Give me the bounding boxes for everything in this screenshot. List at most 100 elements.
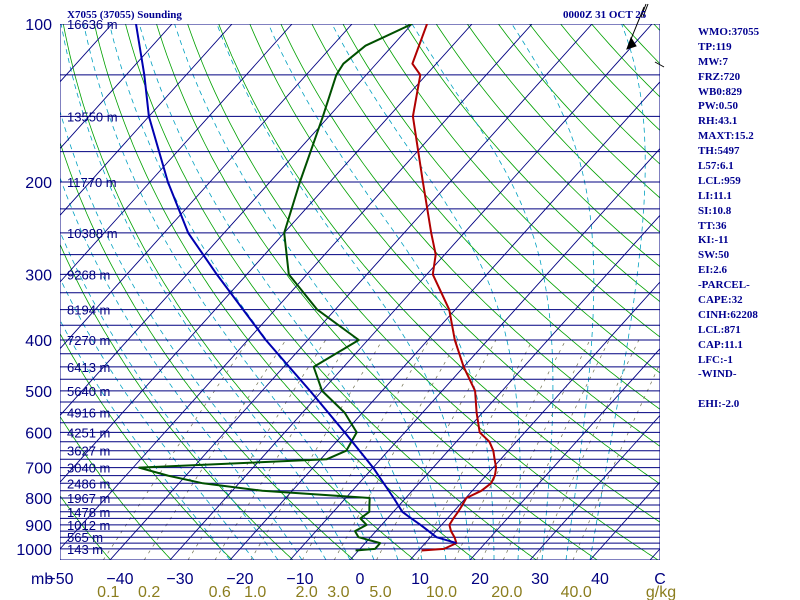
dry-adiabat	[435, 24, 660, 268]
temperature-tick-label: −50	[46, 571, 73, 588]
isotherm	[109, 24, 593, 560]
mixing-ratio-tick-label: 5.0	[369, 584, 391, 600]
pressure-tick-label: 200	[25, 175, 52, 192]
mixing-ratio-line	[417, 339, 534, 560]
dry-adiabat	[60, 495, 111, 560]
isotherm	[60, 24, 173, 150]
temperature-axis: mb−50 −40 −30 −20 −10 0 10 20 30 40 C	[31, 571, 666, 588]
mixing-ratio-line	[481, 339, 591, 560]
mixing-ratio-line	[454, 339, 567, 560]
index-line: WMO:37055	[698, 26, 760, 38]
mixing-ratio-tick-label: 2.0	[295, 584, 317, 600]
isotherm	[60, 24, 293, 283]
isotherm	[60, 24, 533, 550]
index-line: CAPE:32	[698, 294, 743, 307]
index-line: LCL:871	[698, 323, 741, 336]
mixing-ratio-line	[214, 339, 351, 560]
index-line: RH:43.1	[698, 115, 738, 128]
background-grid	[0, 24, 660, 560]
mixing-ratio-line	[143, 339, 287, 560]
moist-adiabat	[60, 319, 231, 560]
pressure-tick-label: 700	[25, 461, 52, 478]
mixing-ratio-tick-label: 0.2	[138, 584, 160, 600]
mixing-ratio-line	[536, 339, 640, 560]
index-line: L57:6.1	[698, 160, 734, 173]
pressure-tick-label: 900	[25, 518, 52, 535]
index-line: CINH:62208	[698, 308, 758, 321]
index-line: MW:7	[698, 55, 728, 68]
temperature-tick-label: −40	[106, 571, 133, 588]
pressure-axis: 100 200 300 400 500 600 700 800 900 1000	[16, 17, 52, 559]
temperature-tick-label: −30	[166, 571, 193, 588]
dry-adiabat	[311, 24, 660, 410]
height-label: 8194 m	[67, 303, 110, 318]
moist-adiabat	[109, 24, 399, 560]
mixing-ratio-tick-label: 20.0	[491, 584, 522, 600]
isotherm	[469, 348, 660, 560]
height-label: 5640 m	[67, 384, 110, 399]
mixing-ratio-tick-label: 0.6	[209, 584, 231, 600]
temperature-tick-label: 10	[411, 571, 429, 588]
isotherm	[169, 24, 653, 560]
isotherm	[529, 414, 660, 560]
height-label: 1012 m	[67, 518, 110, 533]
height-label: 565 m	[67, 530, 103, 545]
sounding-time: 0000Z 31 OCT 25	[563, 9, 647, 21]
index-line: LI:11.1	[698, 189, 732, 202]
height-label: 3040 m	[67, 461, 110, 476]
height-label: 1478 m	[67, 505, 110, 520]
dry-adiabat	[404, 24, 660, 303]
dry-adiabat	[373, 24, 660, 338]
index-line: PW:0.50	[698, 100, 739, 113]
index-line: CAP:11.1	[698, 338, 743, 351]
height-label: 6413 m	[67, 360, 110, 375]
pressure-tick-label: 400	[25, 333, 52, 350]
height-label: 2486 m	[67, 476, 110, 491]
pressure-tick-label: 300	[25, 267, 52, 284]
index-line: EI:2.6	[698, 264, 728, 277]
mixing-ratio-line	[572, 362, 660, 560]
mixing-ratio-tick-label: 1.0	[244, 584, 266, 600]
parcel-trace	[135, 24, 457, 545]
height-labels: 16636 m 13550 m 11770 m 10388 m 9268 m 8194 m…	[67, 17, 118, 557]
isotherm	[289, 147, 660, 560]
mixing-ratio-line	[376, 339, 497, 560]
index-line: TH:5497	[698, 145, 740, 158]
isotherm	[60, 24, 233, 216]
mixing-ratio-tick-label: 3.0	[327, 584, 349, 600]
dry-adiabat	[60, 332, 233, 560]
plot-frame	[60, 24, 660, 560]
pressure-unit-label: mb	[31, 571, 53, 588]
height-label: 16636 m	[67, 17, 118, 32]
height-label: 4251 m	[67, 425, 110, 440]
moist-adiabat	[174, 24, 447, 560]
index-line: SW:50	[698, 249, 730, 262]
height-label: 11770 m	[67, 175, 117, 190]
temperature-tick-label: −10	[286, 571, 313, 588]
index-line: SI:10.8	[698, 204, 732, 217]
height-label: 143 m	[67, 542, 103, 557]
pressure-tick-label: 100	[25, 17, 52, 34]
temperature-tick-label: 30	[531, 571, 549, 588]
index-line: KI:-11	[698, 234, 729, 247]
temperature-tick-label: −20	[226, 571, 253, 588]
dry-adiabat	[94, 24, 476, 560]
mixing-ratio-tick-label: 40.0	[561, 584, 592, 600]
index-line: LCL:959	[698, 174, 741, 187]
index-line	[698, 382, 798, 397]
height-label: 3627 m	[67, 444, 110, 459]
stability-indices-panel: WMO:37055 TP:119 MW:7 FRZ:720 WB0:829 PW:0.50…	[698, 25, 798, 412]
moist-adiabat	[511, 24, 595, 560]
dry-adiabat	[342, 24, 660, 374]
index-line: WB0:829	[698, 85, 742, 98]
isotherm	[409, 281, 660, 560]
index-line: -PARCEL-	[698, 279, 750, 292]
mixing-ratio-axis: 0.1 0.2 0.6 1.0 2.0 3.0 5.0 10.0 20.0 40.0 g/kg	[97, 584, 676, 600]
mixing-ratio-tick-label: 0.1	[97, 584, 119, 600]
mixing-ratio-line	[103, 339, 249, 560]
temperature-tick-label: 20	[471, 571, 489, 588]
pressure-tick-label: 1000	[16, 542, 52, 559]
index-line: FRZ:720	[698, 70, 741, 83]
pressure-tick-label: 600	[25, 425, 52, 442]
isotherm	[0, 24, 52, 560]
